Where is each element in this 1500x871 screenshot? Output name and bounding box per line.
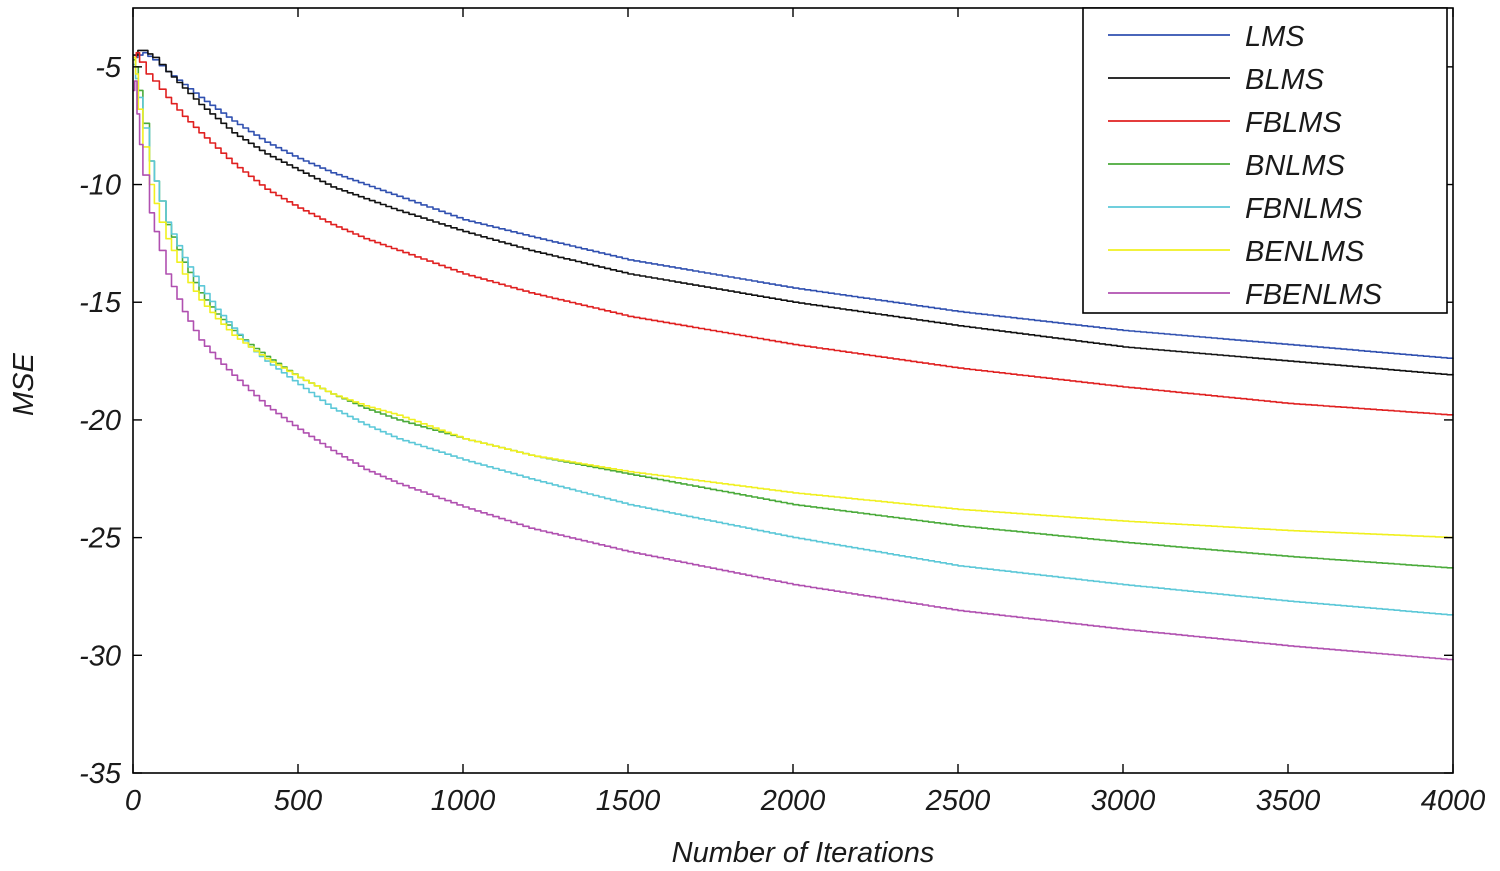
series-line-benlms [133, 56, 1454, 539]
legend-label: BLMS [1245, 64, 1325, 96]
y-tick-label: -20 [79, 405, 121, 437]
legend-label: BNLMS [1245, 150, 1346, 182]
legend-label: FBNLMS [1245, 193, 1363, 225]
x-tick-label: 4000 [1421, 785, 1486, 817]
legend-label: BENLMS [1245, 236, 1365, 268]
y-tick-label: -35 [79, 758, 122, 790]
y-tick-label: -10 [79, 170, 121, 202]
y-tick-label: -5 [95, 52, 122, 84]
x-tick-label: 3500 [1256, 785, 1321, 817]
x-tick-label: 2500 [925, 785, 991, 817]
y-tick-label: -25 [79, 523, 122, 555]
x-tick-label: 1500 [596, 785, 661, 817]
x-tick-label: 500 [274, 785, 322, 817]
legend-label: FBENLMS [1245, 279, 1383, 311]
y-tick-label: -30 [79, 640, 121, 672]
series-line-fbnlms [133, 63, 1454, 616]
y-tick-label: -15 [79, 287, 122, 319]
x-tick-label: 1000 [431, 785, 496, 817]
x-axis-title: Number of Iterations [672, 837, 935, 869]
x-tick-label: 0 [125, 785, 141, 817]
series-line-fbenlms [133, 80, 1454, 661]
x-tick-label: 3000 [1091, 785, 1156, 817]
legend-label: LMS [1245, 21, 1305, 53]
x-tick-label: 2000 [760, 785, 826, 817]
y-axis-title: MSE [8, 353, 40, 417]
ticks-layer: 0 500 1000 1500 2000 2500 3000 3500 4000 -35 -30 -2… [79, 8, 1485, 817]
series-line-blms [133, 49, 1454, 376]
series-layer [133, 49, 1454, 661]
series-line-fblms [133, 51, 1454, 416]
series-line-lms [133, 51, 1454, 359]
legend: LMS BLMS FBLMS BNLMS FBNLMS BENLMS FBENLMS [1082, 7, 1448, 314]
legend-label: FBLMS [1245, 107, 1342, 139]
legend-box [1082, 7, 1448, 314]
